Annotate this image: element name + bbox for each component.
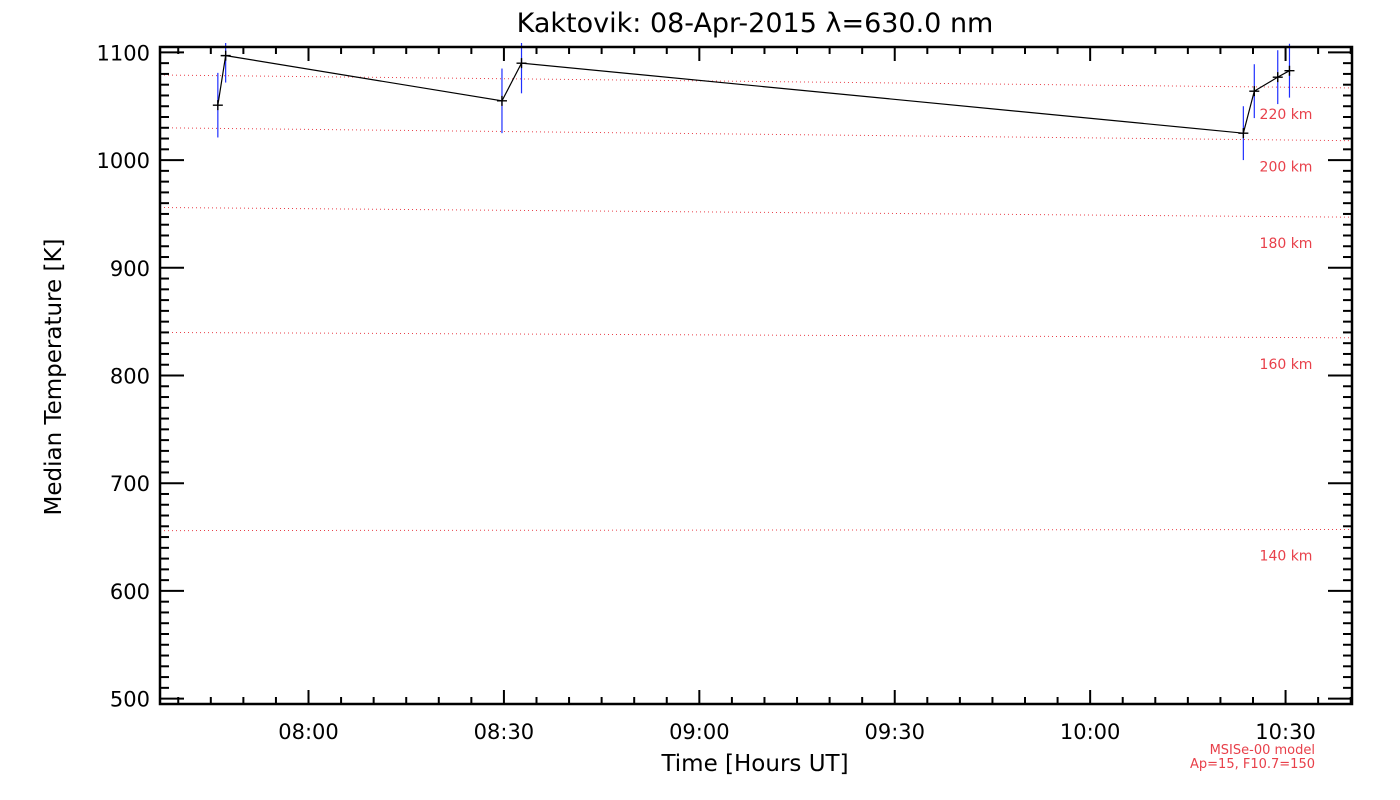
y-tick-label-6: 1100 [97,41,150,65]
y-tick-label-2: 700 [110,472,150,496]
reference-line-0 [159,74,1353,89]
reference-line-label-0: 220 km [1260,107,1313,123]
x-tick-label-4: 10:00 [1060,720,1121,744]
reference-line-label-2: 180 km [1260,236,1313,252]
data-series [212,43,1295,161]
y-tick-label-1: 600 [110,580,150,604]
series-line-0 [217,54,1290,134]
data-point-7 [1284,65,1295,76]
data-point-0 [212,100,223,111]
data-point-3 [516,58,527,69]
reference-line-label-4: 140 km [1260,549,1313,565]
x-tick-label-2: 09:00 [669,720,730,744]
y-tick-label-4: 900 [110,257,150,281]
x-tick-label-0: 08:00 [278,720,339,744]
chart-title: Kaktovik: 08-Apr-2015 λ=630.0 nm [517,8,994,39]
data-point-5 [1249,86,1260,97]
reference-line-label-1: 200 km [1260,160,1313,176]
model-note-line-2: Ap=15, F10.7=150 [1190,757,1315,772]
data-point-6 [1272,72,1283,83]
x-tick-label-5: 10:30 [1255,720,1316,744]
data-point-2 [496,95,507,106]
y-tick-label-5: 1000 [97,149,150,173]
x-tick-label-3: 09:30 [864,720,925,744]
reference-line-3 [159,331,1353,339]
y-tick-label-0: 500 [110,688,150,712]
axis-ticks [160,47,1352,704]
reference-line-1 [159,127,1353,142]
x-axis-label: Time [Hours UT] [660,751,848,777]
data-point-1 [220,50,231,61]
data-point-4 [1238,128,1249,139]
model-note-line-1: MSISe-00 model [1210,743,1315,758]
reference-line-label-3: 160 km [1260,357,1313,373]
tick-labels: 08:00 08:30 09:00 09:30 10:00 10:30 500 600 700 8… [97,41,1316,744]
y-tick-label-3: 800 [110,365,150,389]
x-tick-label-1: 08:30 [474,720,535,744]
plot-frame [158,45,1354,706]
y-axis-label: Median Temperature [K] [41,239,67,516]
reference-line-4 [159,529,1353,532]
reference-line-2 [159,206,1353,218]
reference-lines: 220 km 200 km 180 km 160 km 140 km [159,74,1353,565]
